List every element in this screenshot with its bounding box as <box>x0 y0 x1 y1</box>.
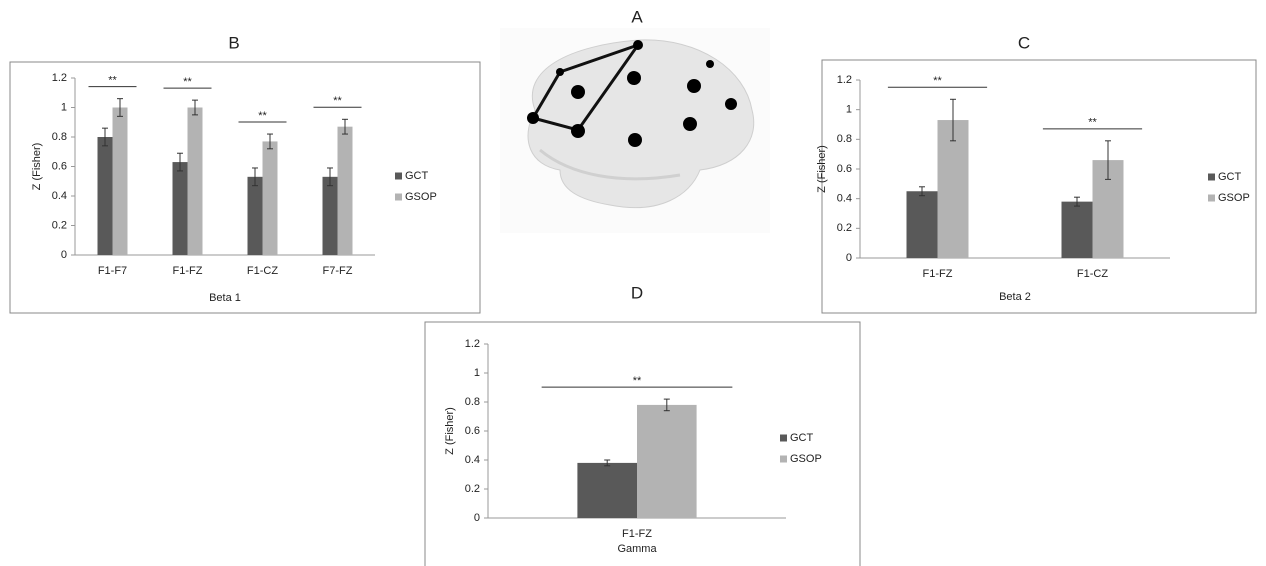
legend-label: GCT <box>790 432 814 444</box>
bar <box>247 176 263 255</box>
y-tick-label: 0.8 <box>52 131 67 143</box>
panel-label: B <box>228 33 239 52</box>
y-axis-label: Z (Fisher) <box>444 407 456 455</box>
x-axis-label: Beta 2 <box>999 291 1031 303</box>
significance-label: ** <box>1088 117 1097 129</box>
significance-label: ** <box>183 76 192 88</box>
legend-swatch <box>1208 194 1215 202</box>
significance-label: ** <box>258 110 267 122</box>
panel-label: D <box>631 283 643 302</box>
x-tick-label: F7-FZ <box>323 265 353 277</box>
y-tick-label: 1.2 <box>465 338 480 350</box>
electrodes <box>527 40 737 147</box>
x-tick-label: F1-FZ <box>923 268 953 280</box>
y-tick-label: 0.2 <box>52 219 67 231</box>
y-tick-label: 1.2 <box>837 74 852 86</box>
y-tick-label: 0 <box>846 252 852 264</box>
x-axis-label: Beta 1 <box>209 292 241 304</box>
y-axis-label: Z (Fisher) <box>816 145 828 193</box>
x-tick-label: F1-CZ <box>1077 268 1108 280</box>
y-tick-label: 0.4 <box>52 190 67 202</box>
chart-frame <box>821 59 1257 314</box>
chart-frame <box>9 61 481 314</box>
bar <box>187 107 203 255</box>
y-tick-label: 1 <box>474 367 480 379</box>
x-tick-label: F1-CZ <box>247 265 278 277</box>
brain-fold <box>539 148 681 181</box>
y-tick-label: 0.8 <box>837 133 852 145</box>
y-tick-label: 1 <box>846 104 852 116</box>
significance-label: ** <box>108 75 117 87</box>
legend-label: GCT <box>1218 171 1242 183</box>
bar <box>637 404 697 518</box>
bar <box>262 141 278 255</box>
brain-image <box>500 28 770 233</box>
legend-swatch <box>1208 173 1215 181</box>
bar <box>172 162 188 255</box>
y-tick-label: 0.2 <box>837 222 852 234</box>
x-tick-label: F1-FZ <box>622 528 652 540</box>
y-tick-label: 0.6 <box>52 160 67 172</box>
x-axis-label: Gamma <box>617 543 657 555</box>
bar <box>337 126 353 255</box>
y-tick-label: 0.6 <box>465 425 480 437</box>
x-tick-label: F1-FZ <box>173 265 203 277</box>
bar <box>97 137 113 255</box>
legend-label: GSOP <box>790 453 822 465</box>
legend-label: GSOP <box>1218 192 1250 204</box>
y-tick-label: 0.4 <box>837 193 852 205</box>
legend-label: GCT <box>405 170 429 182</box>
bar <box>906 191 938 258</box>
bar <box>577 462 637 518</box>
x-tick-label: F1-F7 <box>98 265 127 277</box>
y-axis-label: Z (Fisher) <box>31 143 43 191</box>
legend-swatch <box>780 434 787 442</box>
y-tick-label: 1 <box>61 101 67 113</box>
legend-label: GSOP <box>405 191 437 203</box>
y-tick-label: 0 <box>61 249 67 261</box>
legend-swatch <box>780 455 787 463</box>
y-tick-label: 0.4 <box>465 454 480 466</box>
bar <box>937 120 969 258</box>
y-tick-label: 1.2 <box>52 72 67 84</box>
panel-label: A <box>631 7 643 26</box>
y-tick-label: 0.2 <box>465 483 480 495</box>
y-tick-label: 0.8 <box>465 396 480 408</box>
bar <box>1061 201 1093 258</box>
bar <box>112 107 128 255</box>
significance-label: ** <box>333 95 342 107</box>
legend-swatch <box>395 172 402 180</box>
panel-label: C <box>1018 33 1030 52</box>
significance-label: ** <box>933 75 942 87</box>
significance-label: ** <box>633 375 642 387</box>
chart-frame <box>424 321 861 566</box>
y-tick-label: 0 <box>474 512 480 524</box>
y-tick-label: 0.6 <box>837 163 852 175</box>
bar <box>322 176 338 255</box>
legend-swatch <box>395 193 402 201</box>
